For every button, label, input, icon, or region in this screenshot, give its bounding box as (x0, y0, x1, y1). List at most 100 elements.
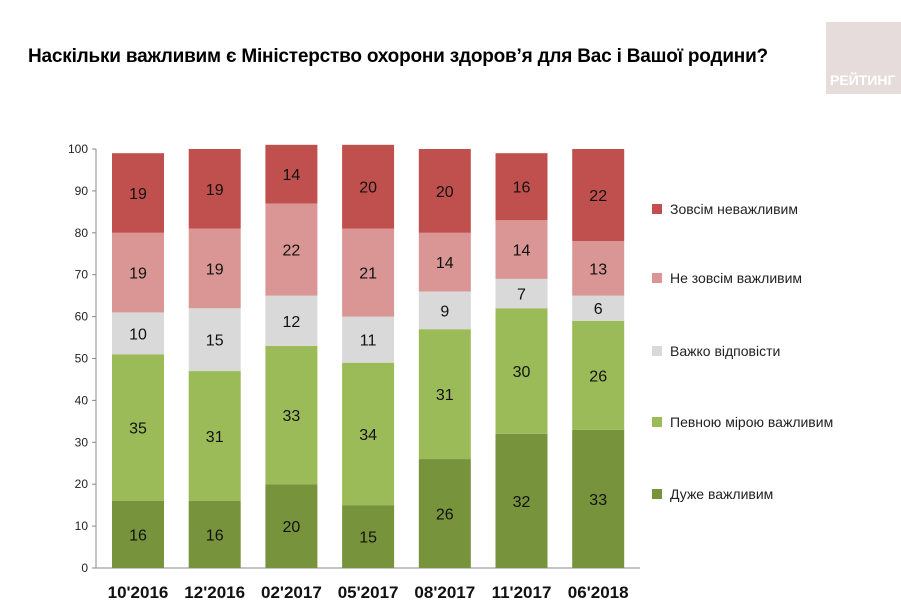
bar-segment (495, 278, 548, 309)
y-tick-label: 90 (75, 184, 89, 198)
bar-segment (495, 220, 548, 279)
bar-segment (572, 295, 625, 321)
legend-swatch (652, 489, 662, 499)
data-label: 14 (283, 167, 301, 184)
x-tick-label: 06'2018 (568, 583, 629, 602)
bar-segment (572, 149, 625, 242)
data-label: 14 (513, 243, 531, 260)
data-label: 12 (283, 314, 301, 331)
data-label: 19 (206, 182, 224, 199)
bar-segment (418, 232, 471, 292)
bar-segment (572, 320, 625, 430)
data-label: 35 (129, 421, 147, 438)
bar-segment (188, 149, 241, 229)
legend-swatch (652, 273, 662, 283)
data-label: 9 (440, 303, 449, 320)
y-tick-label: 50 (75, 352, 89, 366)
data-label: 13 (589, 261, 607, 278)
legend-swatch (652, 417, 662, 427)
bar-segment (418, 329, 471, 460)
y-tick-label: 40 (75, 393, 89, 407)
y-tick-label: 60 (75, 310, 89, 324)
y-tick-label: 20 (75, 477, 89, 491)
bar-segment (495, 433, 548, 568)
x-tick-label: 10'2016 (108, 583, 169, 602)
data-label: 20 (436, 184, 454, 201)
data-label: 6 (594, 301, 603, 318)
data-label: 10 (129, 326, 147, 343)
legend-item: Дуже важливим (652, 486, 773, 502)
data-label: 26 (436, 507, 454, 524)
legend-swatch (652, 346, 662, 356)
data-label: 34 (359, 427, 377, 444)
data-label: 19 (129, 266, 147, 283)
data-label: 21 (359, 266, 377, 283)
data-label: 16 (513, 180, 531, 197)
y-tick-label: 10 (75, 519, 89, 533)
data-label: 20 (359, 180, 377, 197)
data-label: 31 (436, 387, 454, 404)
bar-segment (112, 153, 164, 233)
legend-item: Певною мірою важливим (652, 414, 833, 430)
bar-segment (265, 203, 318, 296)
legend-label: Зовсім неважливим (670, 201, 798, 217)
bar-segment (188, 228, 241, 309)
bar-segment (265, 295, 318, 346)
bar-segment (572, 429, 625, 568)
legend-item: Не зовсім важливим (652, 270, 802, 286)
data-label: 7 (517, 287, 526, 304)
chart-title: Наскільки важливим є Міністерство охорон… (28, 46, 768, 67)
y-tick-label: 70 (75, 268, 89, 282)
legend-swatch (652, 204, 662, 214)
bar-segment (265, 345, 318, 485)
data-label: 19 (206, 261, 224, 278)
bar-segment (418, 291, 471, 330)
y-tick-label: 30 (75, 435, 89, 449)
bar-segment (342, 505, 395, 568)
y-tick-label: 80 (75, 226, 89, 240)
bar-segment (112, 232, 164, 313)
y-tick-label: 0 (81, 561, 88, 575)
bar-segment (112, 500, 164, 568)
data-label: 15 (359, 530, 377, 547)
x-tick-label: 02'2017 (261, 583, 322, 602)
x-tick-label: 11'2017 (492, 583, 552, 602)
bar-segment (265, 144, 318, 204)
rating-logo: РЕЙТИНГ (826, 22, 901, 94)
bar-segment (418, 149, 471, 233)
bar-segment (495, 308, 548, 434)
bar-segment (495, 153, 548, 221)
data-label: 16 (206, 527, 224, 544)
legend-label: Важко відповісти (670, 343, 781, 359)
legend-label: Певною мірою важливим (670, 414, 834, 430)
bar-segment (112, 354, 164, 501)
bar-segment (188, 371, 241, 501)
bar-segment (188, 308, 241, 372)
bar-segment (265, 484, 318, 568)
bar-segment (342, 144, 395, 229)
data-label: 33 (283, 408, 301, 425)
x-tick-label: 05'2017 (338, 583, 399, 602)
data-label: 19 (129, 186, 147, 203)
bar-segment (342, 316, 395, 363)
data-label: 30 (513, 364, 531, 381)
data-label: 20 (283, 519, 301, 536)
bar-segment (572, 241, 625, 296)
legend-label: Дуже важливим (670, 486, 774, 502)
data-label: 15 (206, 333, 224, 350)
bar-segment (112, 312, 164, 355)
bar-segment (418, 459, 471, 568)
legend-item: Важко відповісти (652, 343, 780, 359)
bar-segment (188, 500, 241, 568)
data-label: 22 (283, 243, 301, 260)
data-label: 11 (360, 333, 377, 350)
data-label: 16 (129, 527, 147, 544)
legend-label: Не зовсім важливим (670, 270, 803, 286)
data-label: 26 (589, 368, 607, 385)
y-tick-label: 100 (68, 142, 88, 156)
bar-segment (342, 228, 395, 317)
data-label: 33 (589, 492, 607, 509)
bar-segment (342, 362, 395, 506)
data-label: 22 (589, 188, 607, 205)
